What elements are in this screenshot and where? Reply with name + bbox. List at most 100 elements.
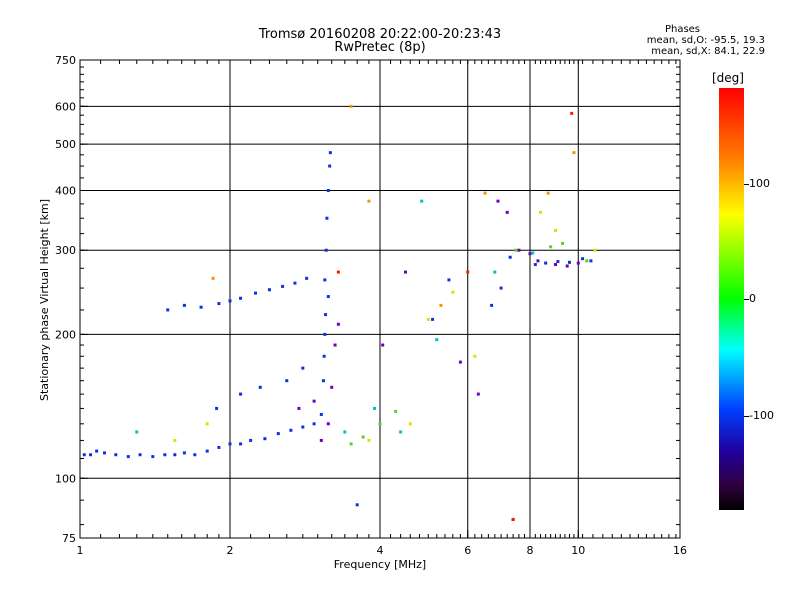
data-point — [211, 276, 215, 280]
data-point — [217, 302, 221, 306]
data-point — [514, 248, 518, 252]
data-point — [367, 199, 371, 203]
data-point — [451, 290, 455, 294]
data-point — [263, 437, 267, 441]
y-tick-label: 750 — [55, 54, 76, 67]
data-point — [103, 451, 107, 455]
data-point — [319, 412, 323, 416]
data-point — [466, 270, 470, 274]
data-point — [199, 305, 203, 309]
y-axis-label: Stationary phase Virtual Height [km] — [38, 199, 51, 401]
data-point — [570, 111, 574, 115]
data-point — [323, 278, 327, 282]
x-tick-label: 1 — [77, 544, 84, 557]
data-point — [378, 422, 382, 426]
data-point — [312, 422, 316, 426]
y-tick-label: 400 — [55, 184, 76, 197]
data-point — [312, 399, 316, 403]
data-point — [297, 406, 301, 410]
y-tick-label: 100 — [55, 472, 76, 485]
data-point — [173, 438, 177, 442]
data-point — [399, 430, 403, 434]
data-point — [517, 248, 521, 252]
data-point — [324, 313, 328, 317]
data-point — [420, 199, 424, 203]
colorbar-tick-100: 100 — [749, 177, 770, 190]
x-tick-label: 8 — [527, 544, 534, 557]
data-point — [473, 354, 477, 358]
x-tick-label: 2 — [227, 544, 234, 557]
chart-title-line2: RwPretec (8p) — [334, 40, 426, 55]
data-point — [173, 453, 177, 457]
data-point — [373, 406, 377, 410]
colorbar-mark — [744, 416, 749, 417]
colorbar-mark — [744, 184, 749, 185]
phases-o-stats: mean, sd,O: -95.5, 19.3 — [646, 35, 765, 46]
colorbar-tick-minus100: -100 — [749, 409, 774, 422]
data-point — [305, 276, 309, 280]
colorbar-mark — [744, 299, 749, 300]
data-point — [163, 453, 167, 457]
data-point — [126, 455, 130, 459]
data-point — [561, 241, 565, 245]
data-point — [217, 445, 221, 449]
data-point — [321, 379, 325, 383]
data-point — [249, 438, 253, 442]
x-tick-label: 16 — [673, 544, 687, 557]
data-point — [89, 453, 93, 457]
data-point — [336, 322, 340, 326]
data-point — [289, 428, 293, 432]
data-point — [258, 385, 262, 389]
data-point — [505, 210, 509, 214]
y-tick-label: 600 — [55, 100, 76, 113]
data-point — [435, 338, 439, 342]
data-point — [531, 251, 535, 255]
data-point — [135, 430, 139, 434]
data-point — [239, 442, 243, 446]
grid-lines — [80, 60, 680, 538]
data-point — [293, 281, 297, 285]
data-point — [581, 257, 585, 261]
data-point — [330, 385, 334, 389]
data-point — [239, 296, 243, 300]
data-point — [572, 151, 576, 155]
data-point — [403, 270, 407, 274]
x-tick-label: 4 — [377, 544, 384, 557]
data-point — [589, 259, 593, 263]
data-point — [253, 291, 257, 295]
data-point — [336, 270, 340, 274]
data-point — [585, 259, 589, 263]
data-point — [576, 261, 580, 265]
data-point — [349, 442, 353, 446]
data-point — [205, 422, 209, 426]
data-point — [361, 435, 365, 439]
y-tick-label: 75 — [62, 532, 76, 545]
data-point — [539, 210, 543, 214]
data-point — [319, 438, 323, 442]
data-point — [476, 392, 480, 396]
colorbar-tick-0: 0 — [749, 292, 756, 305]
x-tick-label: 6 — [464, 544, 471, 557]
data-point — [458, 360, 462, 364]
data-point — [182, 303, 186, 307]
data-point — [328, 164, 332, 168]
data-point — [367, 438, 371, 442]
data-point — [490, 303, 494, 307]
data-point — [593, 248, 597, 252]
data-point — [182, 451, 186, 455]
phase-colorbar — [719, 88, 744, 510]
data-point — [326, 295, 330, 299]
data-point — [114, 453, 118, 457]
data-point — [556, 260, 560, 264]
data-point — [496, 199, 500, 203]
axis-ticks: 1 2 4 6 8 10 16 75 100 200 300 400 500 600 750 — [55, 54, 687, 557]
data-point — [447, 278, 451, 282]
data-point — [301, 366, 305, 370]
data-point — [349, 104, 353, 108]
data-point — [439, 303, 443, 307]
data-point — [215, 406, 219, 410]
data-point — [138, 453, 142, 457]
data-point — [549, 245, 553, 249]
data-point — [267, 288, 271, 292]
